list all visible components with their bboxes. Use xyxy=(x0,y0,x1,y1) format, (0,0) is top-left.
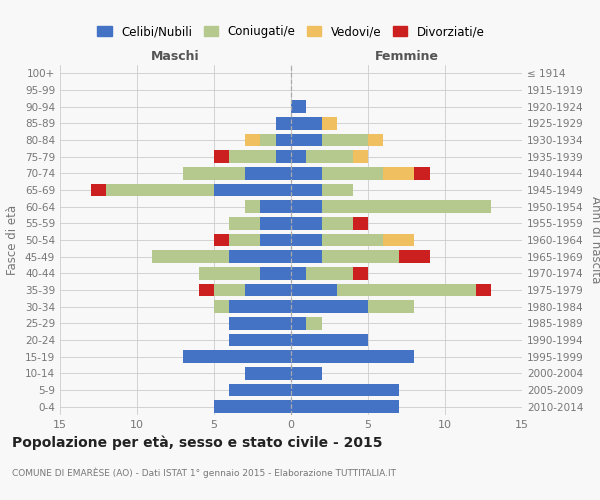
Bar xyxy=(229,384,291,396)
Bar xyxy=(229,250,291,263)
Bar xyxy=(291,217,322,230)
Bar xyxy=(291,150,307,163)
Bar xyxy=(275,117,291,130)
Bar xyxy=(291,284,337,296)
Text: Popolazione per età, sesso e stato civile - 2015: Popolazione per età, sesso e stato civil… xyxy=(12,435,383,450)
Bar xyxy=(199,284,214,296)
Bar xyxy=(383,167,414,179)
Bar xyxy=(229,150,275,163)
Bar xyxy=(229,334,291,346)
Y-axis label: Fasce di età: Fasce di età xyxy=(7,205,19,275)
Bar xyxy=(291,350,414,363)
Bar xyxy=(245,367,291,380)
Bar xyxy=(183,167,245,179)
Bar xyxy=(322,134,368,146)
Bar xyxy=(214,300,229,313)
Bar xyxy=(152,250,229,263)
Bar xyxy=(291,184,322,196)
Text: Maschi: Maschi xyxy=(151,50,200,62)
Bar xyxy=(291,400,399,413)
Bar xyxy=(291,200,322,213)
Bar xyxy=(91,184,106,196)
Bar xyxy=(275,134,291,146)
Bar xyxy=(214,284,245,296)
Bar xyxy=(229,317,291,330)
Bar xyxy=(322,117,337,130)
Bar xyxy=(214,184,291,196)
Bar xyxy=(291,384,399,396)
Bar xyxy=(291,117,322,130)
Bar xyxy=(414,167,430,179)
Bar xyxy=(307,317,322,330)
Bar xyxy=(322,200,491,213)
Text: COMUNE DI EMARÈSE (AO) - Dati ISTAT 1° gennaio 2015 - Elaborazione TUTTITALIA.IT: COMUNE DI EMARÈSE (AO) - Dati ISTAT 1° g… xyxy=(12,468,396,478)
Bar xyxy=(322,184,353,196)
Bar xyxy=(245,167,291,179)
Bar xyxy=(322,167,383,179)
Bar xyxy=(106,184,214,196)
Bar xyxy=(291,100,307,113)
Bar xyxy=(229,234,260,246)
Bar xyxy=(368,300,414,313)
Bar xyxy=(353,217,368,230)
Text: Femmine: Femmine xyxy=(374,50,439,62)
Bar xyxy=(291,250,322,263)
Bar xyxy=(260,234,291,246)
Bar xyxy=(214,150,229,163)
Bar xyxy=(291,367,322,380)
Bar xyxy=(399,250,430,263)
Bar xyxy=(245,284,291,296)
Bar xyxy=(307,267,353,280)
Bar xyxy=(229,217,260,230)
Bar xyxy=(322,217,353,230)
Bar xyxy=(476,284,491,296)
Bar xyxy=(260,134,275,146)
Bar xyxy=(322,250,399,263)
Bar xyxy=(260,267,291,280)
Bar xyxy=(337,284,476,296)
Bar xyxy=(260,200,291,213)
Bar xyxy=(307,150,353,163)
Bar xyxy=(353,267,368,280)
Bar xyxy=(291,300,368,313)
Bar xyxy=(291,167,322,179)
Bar xyxy=(229,300,291,313)
Bar xyxy=(322,234,383,246)
Bar xyxy=(291,234,322,246)
Bar xyxy=(260,217,291,230)
Legend: Celibi/Nubili, Coniugati/e, Vedovi/e, Divorziati/e: Celibi/Nubili, Coniugati/e, Vedovi/e, Di… xyxy=(97,26,485,38)
Bar xyxy=(368,134,383,146)
Bar xyxy=(291,317,307,330)
Bar xyxy=(353,150,368,163)
Bar xyxy=(245,134,260,146)
Bar xyxy=(275,150,291,163)
Y-axis label: Anni di nascita: Anni di nascita xyxy=(589,196,600,284)
Bar xyxy=(291,134,322,146)
Bar xyxy=(214,400,291,413)
Bar xyxy=(291,334,368,346)
Bar xyxy=(383,234,414,246)
Bar xyxy=(199,267,260,280)
Bar xyxy=(291,267,307,280)
Bar xyxy=(245,200,260,213)
Bar xyxy=(214,234,229,246)
Bar xyxy=(183,350,291,363)
